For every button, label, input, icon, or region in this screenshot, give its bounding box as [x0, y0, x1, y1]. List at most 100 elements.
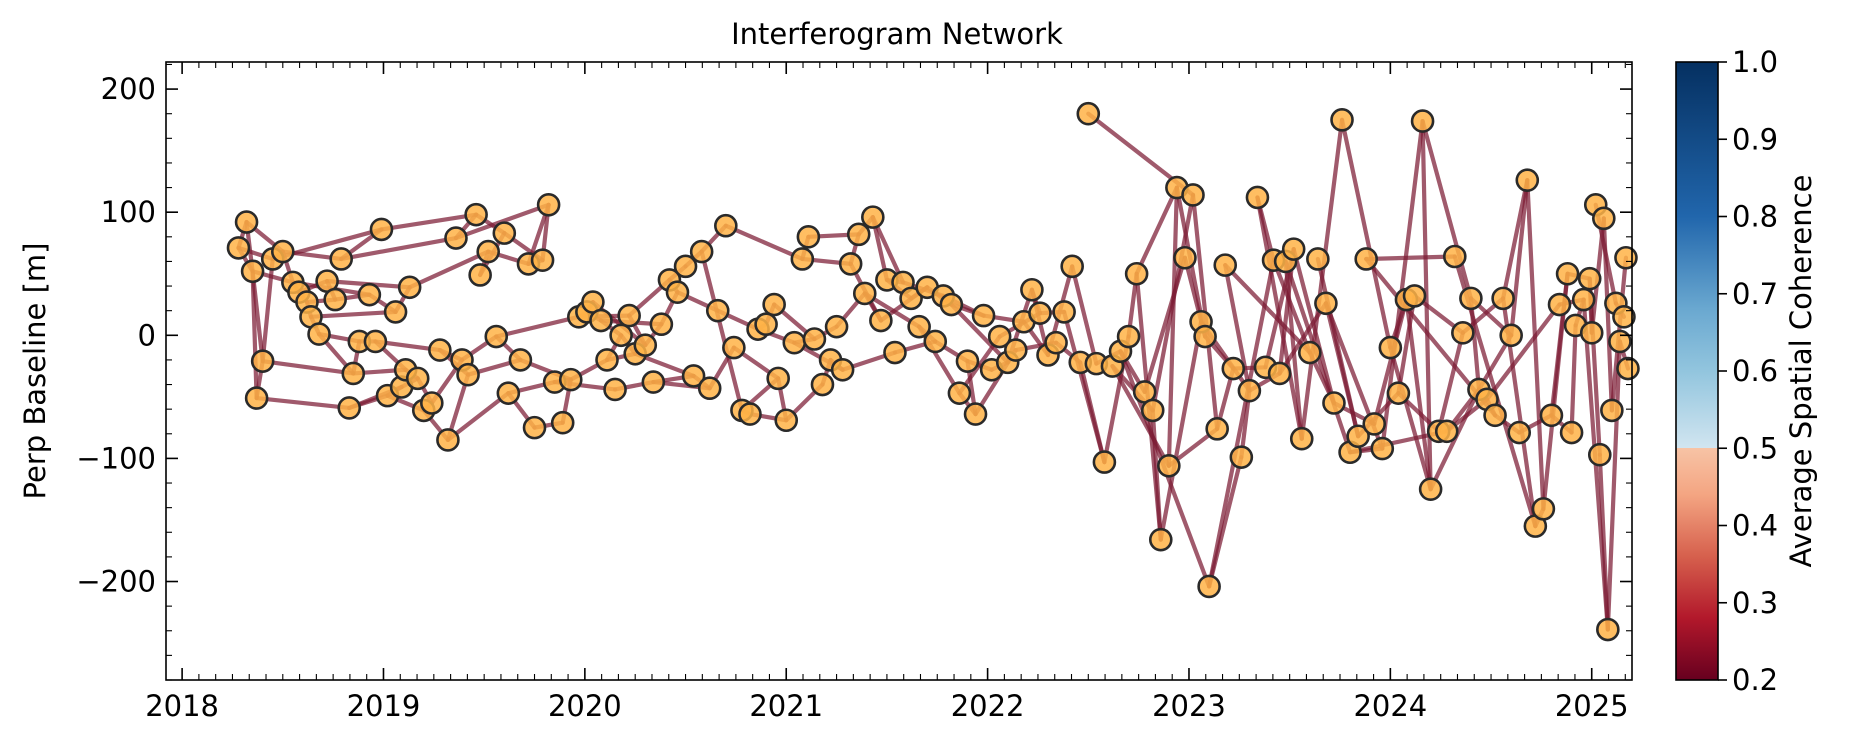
- x-tick-label: 2018: [145, 689, 219, 723]
- network-edge: [1291, 247, 1337, 406]
- data-point: [383, 300, 408, 324]
- data-point: [869, 308, 893, 333]
- network-edge: [1364, 254, 1457, 262]
- x-tick-label: 2023: [1152, 689, 1226, 723]
- y-tick-label: −100: [76, 441, 156, 475]
- colorbar-tick-label: 0.2: [1732, 663, 1778, 697]
- data-point: [697, 376, 722, 401]
- data-point: [550, 410, 575, 435]
- data-point: [947, 381, 972, 405]
- data-point: [774, 408, 799, 433]
- data-point: [456, 362, 480, 387]
- network-edge: [1509, 178, 1530, 338]
- data-point: [1314, 291, 1338, 316]
- data-point: [558, 367, 583, 392]
- data-point: [1592, 206, 1616, 231]
- network-edge: [1404, 297, 1433, 492]
- data-point: [971, 303, 996, 328]
- data-point: [444, 226, 468, 250]
- network-edge: [1223, 263, 1312, 355]
- data-point: [329, 247, 353, 271]
- data-point: [1596, 617, 1620, 642]
- data-point: [609, 323, 633, 348]
- colorbar-tick-label: 0.6: [1732, 354, 1778, 388]
- data-point: [1612, 305, 1636, 329]
- y-tick-label: 100: [101, 195, 156, 229]
- data-point: [226, 236, 251, 260]
- x-tick-label: 2021: [749, 689, 823, 723]
- network-edge: [1078, 360, 1107, 465]
- data-point: [363, 329, 388, 354]
- data-point: [1157, 453, 1181, 478]
- data-point: [1306, 247, 1330, 271]
- data-point: [705, 298, 730, 323]
- data-point: [357, 282, 382, 307]
- data-point: [681, 364, 706, 388]
- x-tick-label: 2020: [548, 689, 622, 723]
- y-tick-label: −200: [76, 565, 156, 599]
- data-point: [754, 312, 778, 337]
- network-edge: [1605, 339, 1623, 632]
- network-edge: [1601, 216, 1614, 413]
- data-point: [1386, 381, 1411, 405]
- data-point: [468, 263, 492, 287]
- data-point: [1173, 245, 1197, 270]
- data-point: [830, 357, 855, 382]
- colorbar-upper: [1676, 62, 1718, 294]
- data-point: [738, 402, 762, 426]
- data-point: [782, 330, 807, 355]
- data-point: [1229, 445, 1254, 469]
- data-point: [1555, 261, 1580, 286]
- data-point: [1370, 436, 1395, 461]
- data-point: [1060, 254, 1084, 279]
- data-point: [1571, 287, 1596, 312]
- data-point: [1600, 398, 1624, 423]
- network-edge: [723, 223, 805, 262]
- data-point: [1434, 419, 1459, 444]
- colorbar-tick-label: 0.3: [1732, 586, 1778, 620]
- network-edge: [1283, 259, 1304, 441]
- data-point: [405, 366, 430, 391]
- data-point: [589, 308, 613, 333]
- network-edge: [1255, 195, 1304, 441]
- data-point: [484, 324, 509, 349]
- data-point: [530, 248, 555, 273]
- data-point: [617, 303, 641, 328]
- network-edge: [1207, 258, 1276, 589]
- data-point: [428, 338, 452, 362]
- data-point: [1616, 356, 1640, 381]
- data-point: [1193, 324, 1217, 349]
- data-point: [595, 348, 619, 372]
- data-point: [641, 370, 666, 394]
- data-point: [244, 386, 269, 410]
- data-point: [1028, 301, 1052, 325]
- data-point: [714, 213, 738, 238]
- data-point: [1378, 335, 1403, 360]
- data-point: [464, 202, 488, 227]
- colorbar-tick-label: 1.0: [1732, 45, 1778, 79]
- data-point: [1298, 340, 1322, 365]
- data-point: [1577, 266, 1602, 291]
- y-tick-label: 200: [101, 72, 156, 106]
- data-point: [852, 281, 877, 306]
- data-point: [1354, 247, 1378, 271]
- data-point: [722, 335, 746, 360]
- data-point: [824, 314, 849, 339]
- data-point: [1003, 338, 1028, 362]
- data-point: [270, 239, 295, 264]
- chart-title: Interferogram Network: [731, 17, 1063, 51]
- data-point: [802, 327, 827, 351]
- data-point: [603, 377, 627, 402]
- data-point: [522, 415, 547, 440]
- network-edge: [1388, 345, 1433, 492]
- data-point: [1267, 361, 1292, 386]
- plot-frame: [165, 61, 1633, 681]
- data-point: [1587, 442, 1612, 467]
- data-point: [790, 247, 815, 271]
- network-edge: [445, 391, 511, 443]
- colorbar-tick-label: 0.4: [1732, 509, 1778, 543]
- axes-layer: 2018 2019 2020 2021 2022 2023 2024 2025 −200 −100…: [76, 61, 1633, 723]
- data-point: [861, 205, 885, 229]
- network-edge: [1436, 330, 1465, 434]
